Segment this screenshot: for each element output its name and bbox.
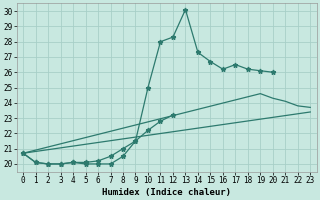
X-axis label: Humidex (Indice chaleur): Humidex (Indice chaleur) (102, 188, 231, 197)
